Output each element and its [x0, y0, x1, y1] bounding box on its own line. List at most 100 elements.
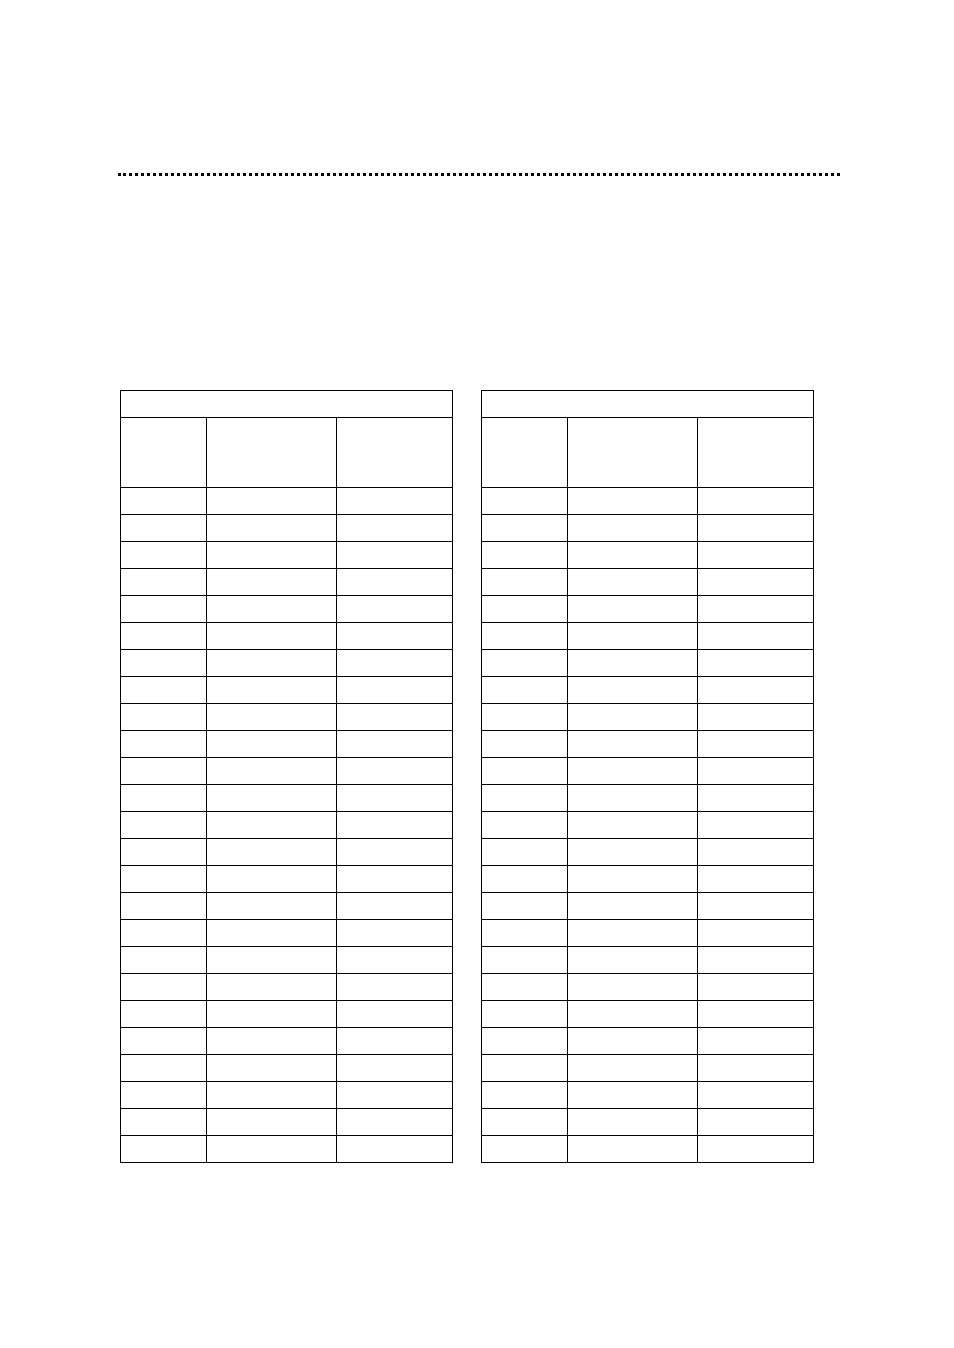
right-table-cell — [481, 812, 567, 839]
left-table-cell — [121, 542, 207, 569]
right-table-cell — [567, 650, 697, 677]
left-table-cell — [121, 1001, 207, 1028]
left-table-cell — [207, 596, 337, 623]
table-row — [121, 839, 453, 866]
table-row — [481, 839, 813, 866]
right-table-cell — [481, 650, 567, 677]
table-row — [481, 974, 813, 1001]
right-table-cell — [481, 1082, 567, 1109]
left-table-cell — [207, 677, 337, 704]
left-table-cell — [337, 515, 453, 542]
left-table-cell — [337, 623, 453, 650]
table-row — [481, 1082, 813, 1109]
left-table-cell — [207, 866, 337, 893]
left-table-cell — [121, 596, 207, 623]
table-row — [121, 1082, 453, 1109]
left-table-cell — [207, 1136, 337, 1163]
table-row — [121, 704, 453, 731]
left-table-cell — [121, 623, 207, 650]
right-table-cell — [567, 515, 697, 542]
left-table-cell — [207, 650, 337, 677]
left-table-header-0 — [121, 418, 207, 488]
right-table-cell — [481, 488, 567, 515]
right-table-cell — [567, 488, 697, 515]
right-table-title — [481, 391, 813, 418]
left-table-cell — [337, 812, 453, 839]
table-row — [121, 488, 453, 515]
right-table-cell — [481, 677, 567, 704]
left-table-cell — [121, 515, 207, 542]
table-row — [121, 1001, 453, 1028]
left-table-cell — [337, 731, 453, 758]
right-table-cell — [697, 758, 813, 785]
table-row — [121, 596, 453, 623]
right-table-cell — [697, 569, 813, 596]
left-table-cell — [337, 866, 453, 893]
left-table-cell — [121, 1136, 207, 1163]
right-table-cell — [481, 596, 567, 623]
right-table-cell — [697, 488, 813, 515]
right-table-cell — [567, 677, 697, 704]
table-row — [121, 569, 453, 596]
right-table-cell — [481, 893, 567, 920]
left-table-cell — [337, 596, 453, 623]
left-table-cell — [207, 1028, 337, 1055]
right-table-cell — [697, 542, 813, 569]
left-table-cell — [121, 1055, 207, 1082]
right-table-cell — [481, 1109, 567, 1136]
table-row — [481, 758, 813, 785]
table-row — [481, 1028, 813, 1055]
table-row — [481, 731, 813, 758]
left-table-cell — [121, 947, 207, 974]
table-row — [481, 623, 813, 650]
right-table-cell — [697, 893, 813, 920]
left-table-cell — [337, 758, 453, 785]
left-table-cell — [337, 1082, 453, 1109]
left-table-cell — [207, 1001, 337, 1028]
left-table-cell — [207, 974, 337, 1001]
left-table-cell — [207, 758, 337, 785]
right-table-cell — [697, 866, 813, 893]
table-row — [481, 920, 813, 947]
right-table-cell — [567, 1082, 697, 1109]
right-table-cell — [697, 1028, 813, 1055]
left-table-cell — [121, 866, 207, 893]
right-table-header-2 — [697, 418, 813, 488]
right-table-cell — [481, 1028, 567, 1055]
right-table-header-0 — [481, 418, 567, 488]
right-table-cell — [567, 596, 697, 623]
right-table-cell — [481, 569, 567, 596]
right-table-cell — [697, 947, 813, 974]
right-table-cell — [567, 866, 697, 893]
right-table-cell — [567, 785, 697, 812]
table-row — [121, 974, 453, 1001]
table-row — [481, 542, 813, 569]
table-row — [481, 1109, 813, 1136]
left-table-cell — [337, 893, 453, 920]
page — [0, 0, 954, 1348]
right-table-cell — [567, 920, 697, 947]
left-table — [120, 390, 453, 1163]
right-table-cell — [481, 704, 567, 731]
right-table-cell — [481, 920, 567, 947]
table-row — [121, 1109, 453, 1136]
right-table-cell — [567, 893, 697, 920]
right-table-cell — [697, 1082, 813, 1109]
table-row — [121, 677, 453, 704]
right-table-cell — [567, 812, 697, 839]
table-row — [121, 623, 453, 650]
left-table-cell — [121, 839, 207, 866]
right-table-cell — [567, 839, 697, 866]
table-row — [121, 1055, 453, 1082]
left-table-cell — [121, 731, 207, 758]
table-row — [481, 785, 813, 812]
left-table-cell — [337, 1136, 453, 1163]
right-table-cell — [567, 704, 697, 731]
right-table-cell — [481, 839, 567, 866]
right-table-cell — [697, 1001, 813, 1028]
left-table-cell — [337, 542, 453, 569]
table-row — [121, 542, 453, 569]
right-table-cell — [697, 515, 813, 542]
left-table-cell — [337, 569, 453, 596]
right-table-cell — [697, 704, 813, 731]
